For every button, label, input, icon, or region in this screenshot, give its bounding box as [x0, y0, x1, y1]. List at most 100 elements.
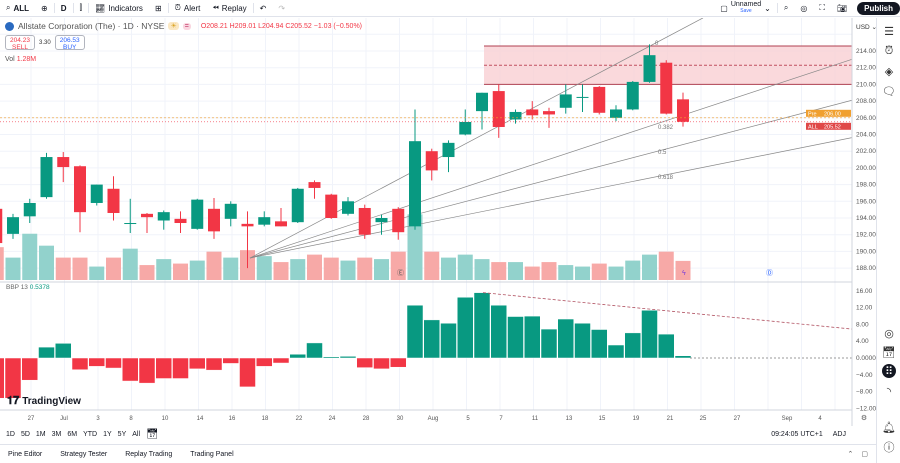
- range-1d[interactable]: 1D: [6, 430, 15, 438]
- bbp-bar: [406, 304, 424, 359]
- symbol-search[interactable]: ⌕ ALL: [6, 3, 30, 13]
- calendar-icon[interactable]: 📅︎: [882, 346, 896, 359]
- tab-replay-trading[interactable]: Replay Trading: [125, 450, 173, 458]
- time-tick: 30: [397, 416, 404, 422]
- target-icon[interactable]: ◎: [884, 327, 894, 340]
- volume-bar: [55, 257, 71, 280]
- candle-body: [291, 188, 304, 223]
- range-5d[interactable]: 5D: [20, 430, 30, 438]
- bbp-bar: [0, 357, 5, 399]
- time-tick: 27: [734, 416, 741, 422]
- maximize-icon[interactable]: ▢: [861, 451, 868, 458]
- quick-search-button[interactable]: ⌕: [778, 0, 794, 17]
- bell-icon[interactable]: 🔔︎: [882, 421, 896, 434]
- candle-body: [157, 212, 170, 221]
- publish-button[interactable]: Publish: [857, 1, 900, 15]
- volume-bar: [591, 263, 607, 280]
- range-1y[interactable]: 1Y: [103, 430, 112, 438]
- divider: [53, 3, 55, 13]
- volume-bar: [575, 266, 590, 280]
- candle-body: [40, 157, 53, 198]
- compare-button[interactable]: ⊕: [35, 0, 54, 17]
- layers-icon[interactable]: ◈: [884, 65, 894, 78]
- chat-icon[interactable]: 🗨︎: [882, 85, 896, 98]
- range-5y[interactable]: 5Y: [117, 430, 127, 438]
- volume-bar: [474, 259, 490, 280]
- templates-button[interactable]: ⊞: [149, 0, 168, 17]
- range-1m[interactable]: 1M: [35, 430, 46, 438]
- tab-strategy-tester[interactable]: Strategy Tester: [60, 450, 108, 458]
- help-icon[interactable]: ⓘ: [883, 442, 895, 454]
- settings-button[interactable]: ◎: [794, 0, 813, 17]
- goto-date-icon[interactable]: 📅︎: [146, 428, 159, 440]
- bbp-bar: [457, 296, 474, 359]
- candle-body: [90, 184, 103, 203]
- fib-fan-line: [249, 137, 853, 259]
- redo-button[interactable]: ↷: [272, 0, 291, 17]
- interval-button[interactable]: D: [60, 3, 67, 13]
- time-tick: 25: [700, 416, 707, 422]
- clock[interactable]: 09:24:05 UTC+1: [771, 430, 823, 438]
- candle-body: [660, 62, 673, 114]
- apps-grid-icon[interactable]: ⠿: [882, 364, 896, 378]
- last-price-badge: [806, 122, 851, 130]
- range-6m[interactable]: 6M: [67, 430, 78, 438]
- range-all[interactable]: All: [132, 430, 141, 438]
- time-tick: 28: [363, 416, 370, 422]
- candle-body: [0, 208, 3, 244]
- tab-pine-editor[interactable]: Pine Editor: [8, 450, 43, 458]
- fullscreen-icon: ⛶: [819, 3, 825, 12]
- bbp-tick: −4.00: [856, 372, 873, 379]
- indicators-button[interactable]: 📈︎ Indicators: [95, 3, 143, 13]
- range-3m[interactable]: 3M: [51, 430, 62, 438]
- volume-bar: [608, 266, 624, 280]
- replay-button[interactable]: ⏪︎ Replay: [212, 3, 247, 13]
- chart-type-button[interactable]: ⫿: [74, 0, 89, 17]
- plus-circle-icon: ⊕: [41, 3, 48, 13]
- bbp-bar: [172, 357, 189, 379]
- buy-button[interactable]: 206.53 BUY: [54, 35, 85, 51]
- layout-button[interactable]: ▢ Unnamed Save ⌄: [720, 1, 771, 14]
- time-tick: 14: [197, 416, 204, 422]
- fib-fan-line: [249, 59, 853, 259]
- volume-bar: [508, 262, 523, 280]
- alarm-icon: ⏰︎: [174, 3, 181, 12]
- fib-fan-line: [249, 99, 853, 259]
- chevron-up-icon[interactable]: ⌃: [847, 451, 854, 458]
- adj-button[interactable]: ADJ: [832, 430, 846, 438]
- time-tick: 15: [599, 416, 606, 422]
- bbp-legend: BBP 13 0.5378: [6, 284, 50, 291]
- candle-body: [191, 199, 204, 229]
- bbp-bar: [289, 353, 306, 359]
- undo-button[interactable]: ↶: [254, 0, 273, 17]
- tab-trading-panel[interactable]: Trading Panel: [190, 450, 234, 458]
- price-tick: 214.00: [856, 48, 876, 55]
- fullscreen-button[interactable]: ⛶: [813, 0, 831, 17]
- equals-icon[interactable]: =: [182, 22, 191, 30]
- alarm-clock-icon[interactable]: ⏰︎: [884, 44, 894, 57]
- alert-button[interactable]: ⏰︎ Alert: [174, 3, 201, 13]
- market-status-icon[interactable]: ☀: [168, 22, 179, 30]
- fib-label: 0.5: [658, 150, 667, 156]
- bbp-bar: [490, 304, 507, 359]
- candle-body: [174, 218, 187, 224]
- divider: [88, 3, 90, 13]
- watchlist-icon[interactable]: ☰: [884, 25, 894, 38]
- bbp-bar: [540, 328, 558, 359]
- price-tick: 194.00: [856, 215, 876, 222]
- volume-legend: Vol 1.28M: [5, 56, 37, 63]
- bbp-bar: [306, 342, 323, 359]
- volume-bar: [374, 259, 389, 280]
- volume-bar: [106, 257, 121, 280]
- volume-bar: [139, 265, 155, 280]
- signal-icon[interactable]: ◝: [886, 385, 892, 398]
- pre-label: Pre: [808, 111, 817, 117]
- range-ytd[interactable]: YTD: [83, 430, 98, 438]
- bbp-bar: [205, 357, 223, 371]
- candle-body: [375, 218, 388, 223]
- price-tick: 200.00: [856, 165, 876, 172]
- snapshot-button[interactable]: 📷︎: [831, 0, 853, 17]
- candle-body: [74, 166, 86, 213]
- sell-button[interactable]: 204.23 SELL: [5, 35, 35, 51]
